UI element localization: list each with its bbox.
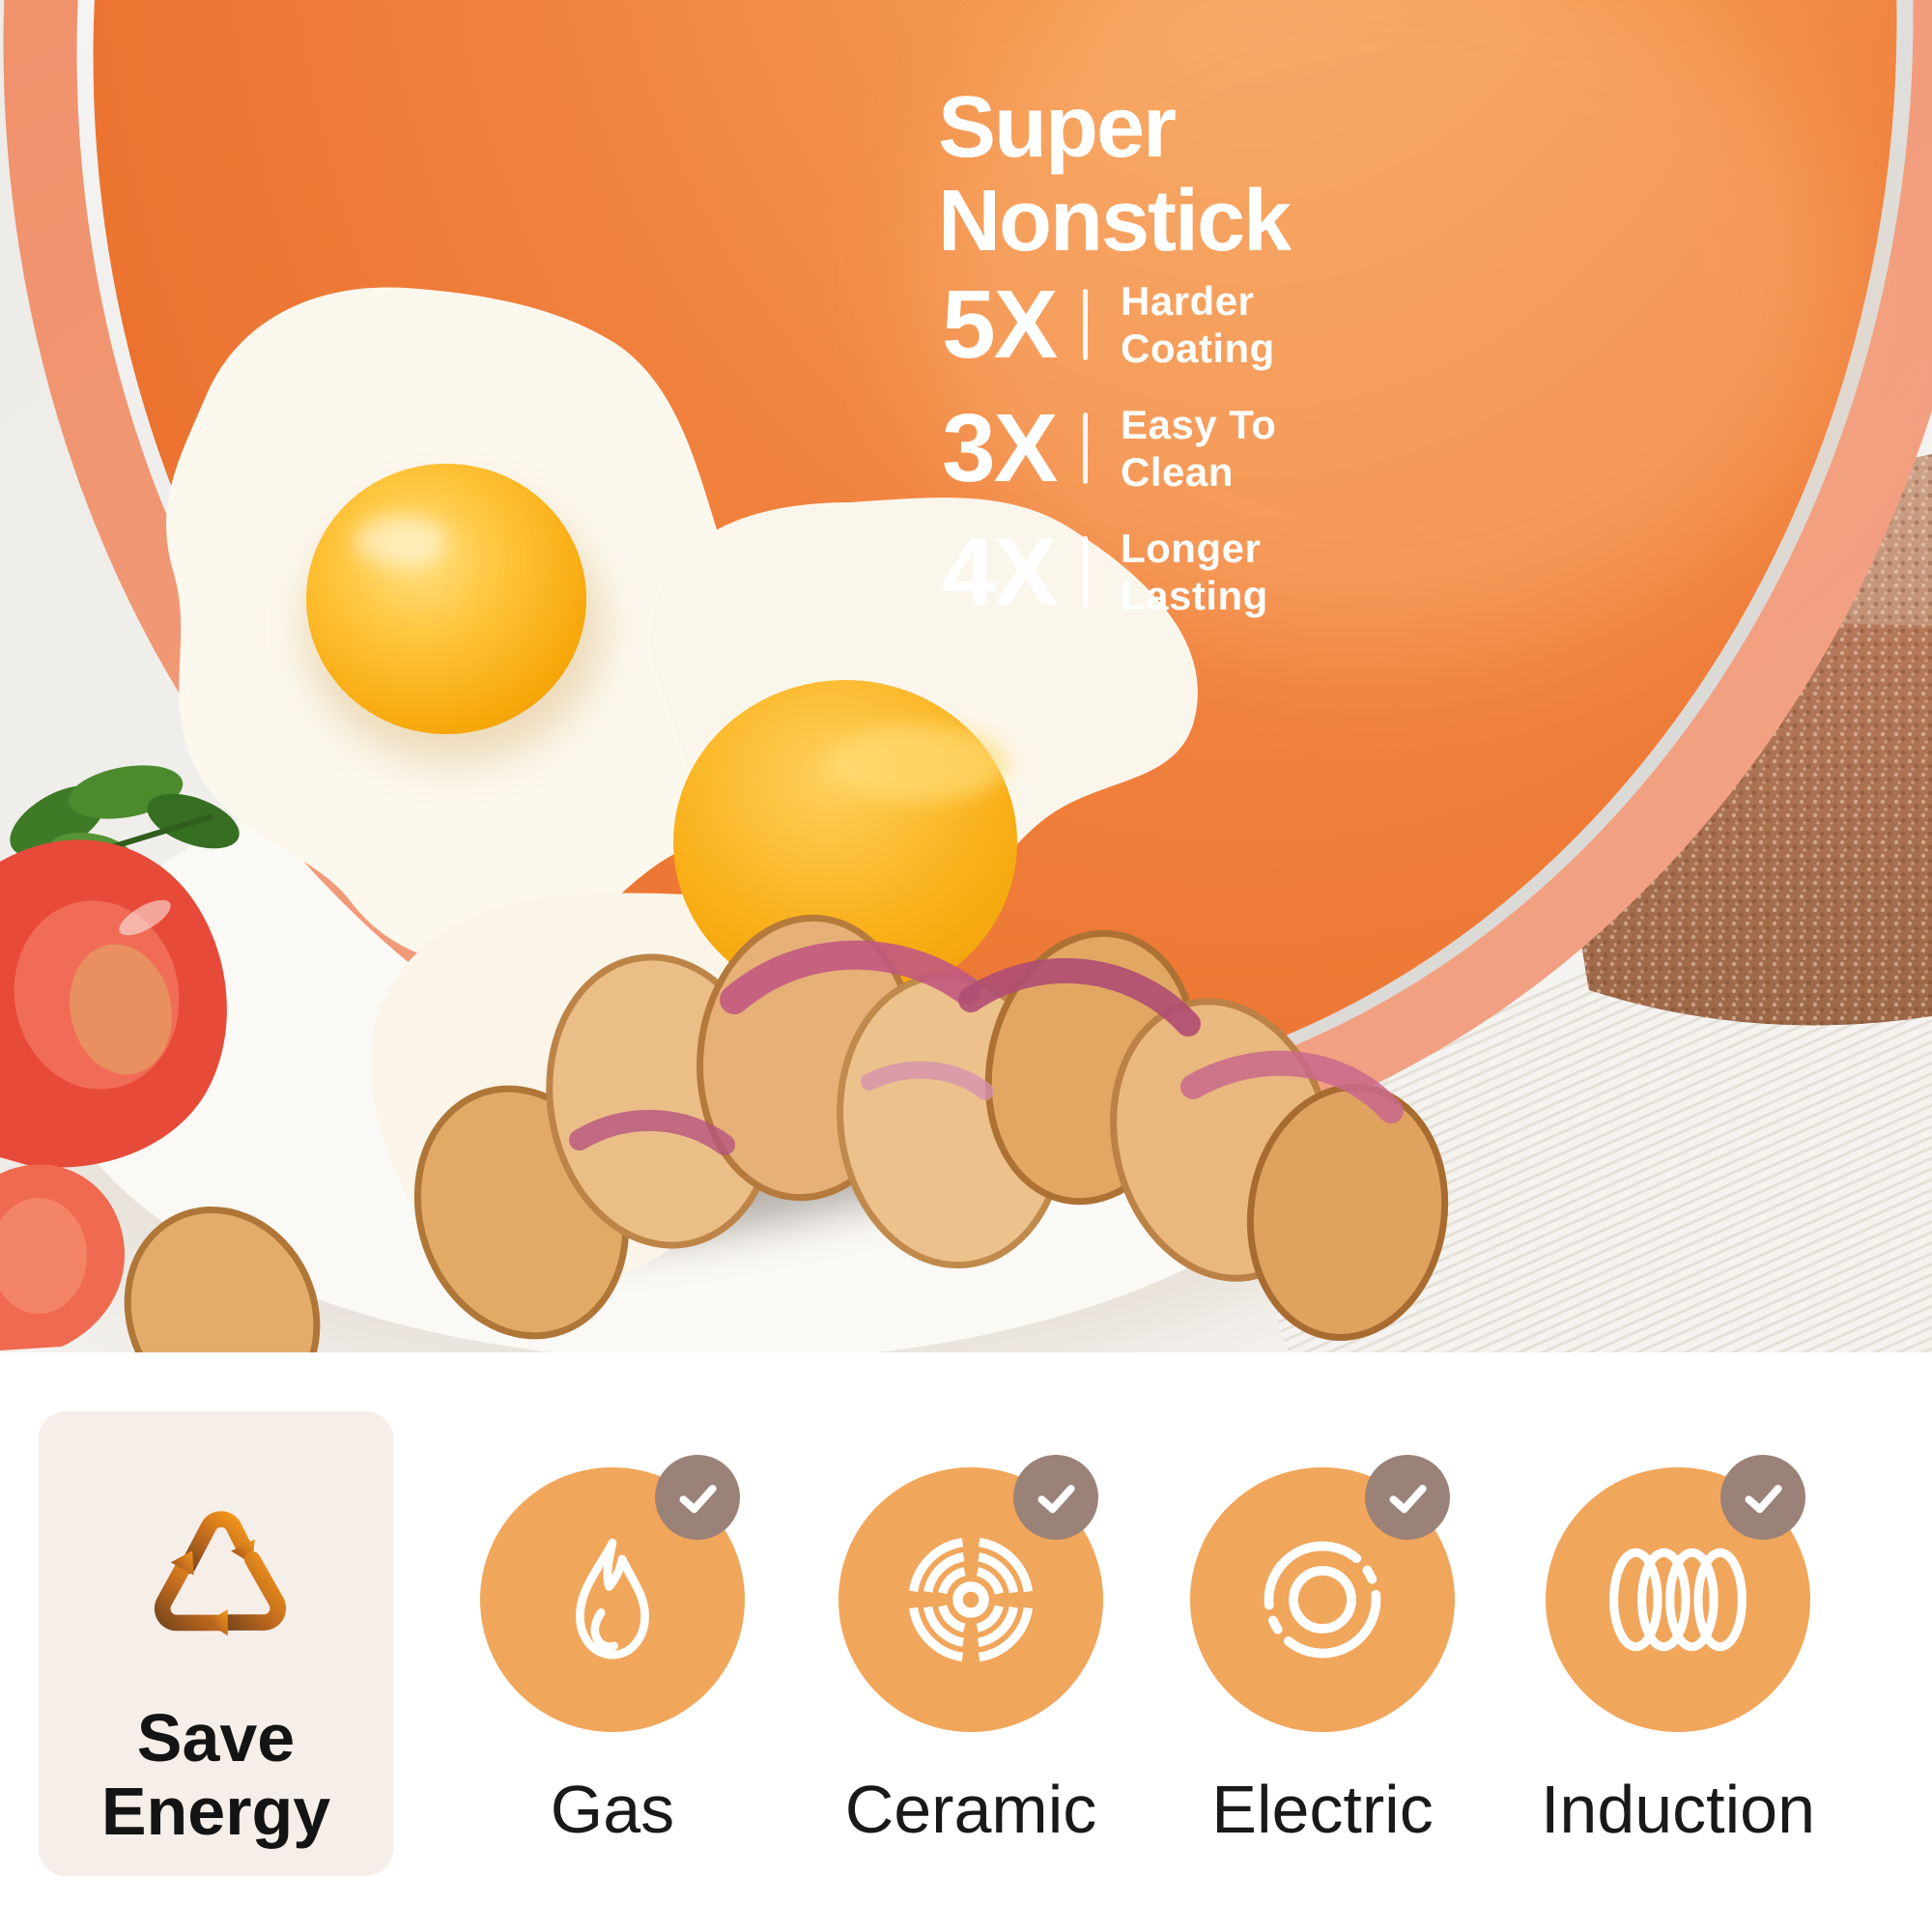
check-icon [1389, 1485, 1427, 1514]
yolk-highlight-2 [826, 724, 1009, 802]
check-badge [1365, 1455, 1450, 1540]
save-energy-label: Save Energy [100, 1700, 331, 1849]
stat-divider [1083, 412, 1088, 484]
stat-row-harder-coating: 5X Harder Coating [942, 270, 1276, 379]
stat-multiplier: 4X [942, 517, 1058, 626]
stat-description: Harder Coating [1121, 278, 1275, 371]
induction-circle [1546, 1455, 1810, 1732]
hero-photo-scene [0, 0, 1932, 1352]
electric-circle [1190, 1455, 1455, 1732]
energy-compatibility-section: Save Energy Gas [0, 1352, 1932, 1932]
ceramic-circle [838, 1455, 1103, 1732]
feature-stats: 5X Harder Coating 3X Easy To Clean 4X [942, 270, 1276, 626]
stat-multiplier: 3X [942, 393, 1058, 502]
hero-title-line1: Super [938, 79, 1177, 176]
egg-yolk-left [306, 464, 586, 734]
energy-option-label: Electric [1211, 1772, 1434, 1847]
recycle-icon [154, 1511, 286, 1636]
energy-option-ceramic: Ceramic [816, 1455, 1125, 1848]
check-badge [1013, 1455, 1098, 1540]
tomato-garnish [0, 765, 240, 1350]
stat-row-easy-clean: 3X Easy To Clean [942, 394, 1276, 502]
stat-row-longer-lasting: 4X Longer Lasting [942, 518, 1276, 626]
energy-option-label: Gas [550, 1772, 675, 1847]
stat-divider [1083, 289, 1088, 360]
stat-divider [1083, 536, 1088, 608]
save-energy-card: Save Energy [39, 1411, 393, 1876]
energy-option-label: Ceramic [844, 1772, 1097, 1847]
hero-title: Super Nonstick [938, 79, 1292, 270]
energy-option-label: Induction [1540, 1772, 1816, 1847]
stat-description: Easy To Clean [1121, 402, 1277, 495]
electric-ring-icon [1264, 1541, 1381, 1659]
gas-circle [480, 1455, 745, 1732]
check-icon [679, 1485, 717, 1514]
pan-sheen [918, 0, 1845, 657]
ceramic-rings-icon [908, 1537, 1034, 1662]
energy-option-electric: Electric [1168, 1455, 1477, 1848]
check-badge [655, 1455, 740, 1540]
hero-title-line2: Nonstick [938, 173, 1292, 270]
check-icon [1037, 1485, 1075, 1514]
check-badge [1720, 1455, 1805, 1540]
induction-coil-icon [1609, 1548, 1747, 1652]
ribbed-plate [1273, 903, 1932, 1352]
energy-option-gas: Gas [458, 1455, 767, 1848]
hero-photo: Super Nonstick 5X Harder Coating 3X Easy… [0, 0, 1932, 1352]
energy-option-induction: Induction [1523, 1455, 1833, 1848]
yolk-highlight [355, 516, 447, 566]
roasted-potatoes [124, 914, 1449, 1352]
check-icon [1745, 1485, 1782, 1514]
flame-icon [576, 1538, 649, 1660]
red-onion-slices [569, 940, 1404, 1155]
stat-description: Longer Lasting [1121, 526, 1268, 618]
stat-multiplier: 5X [942, 270, 1058, 379]
